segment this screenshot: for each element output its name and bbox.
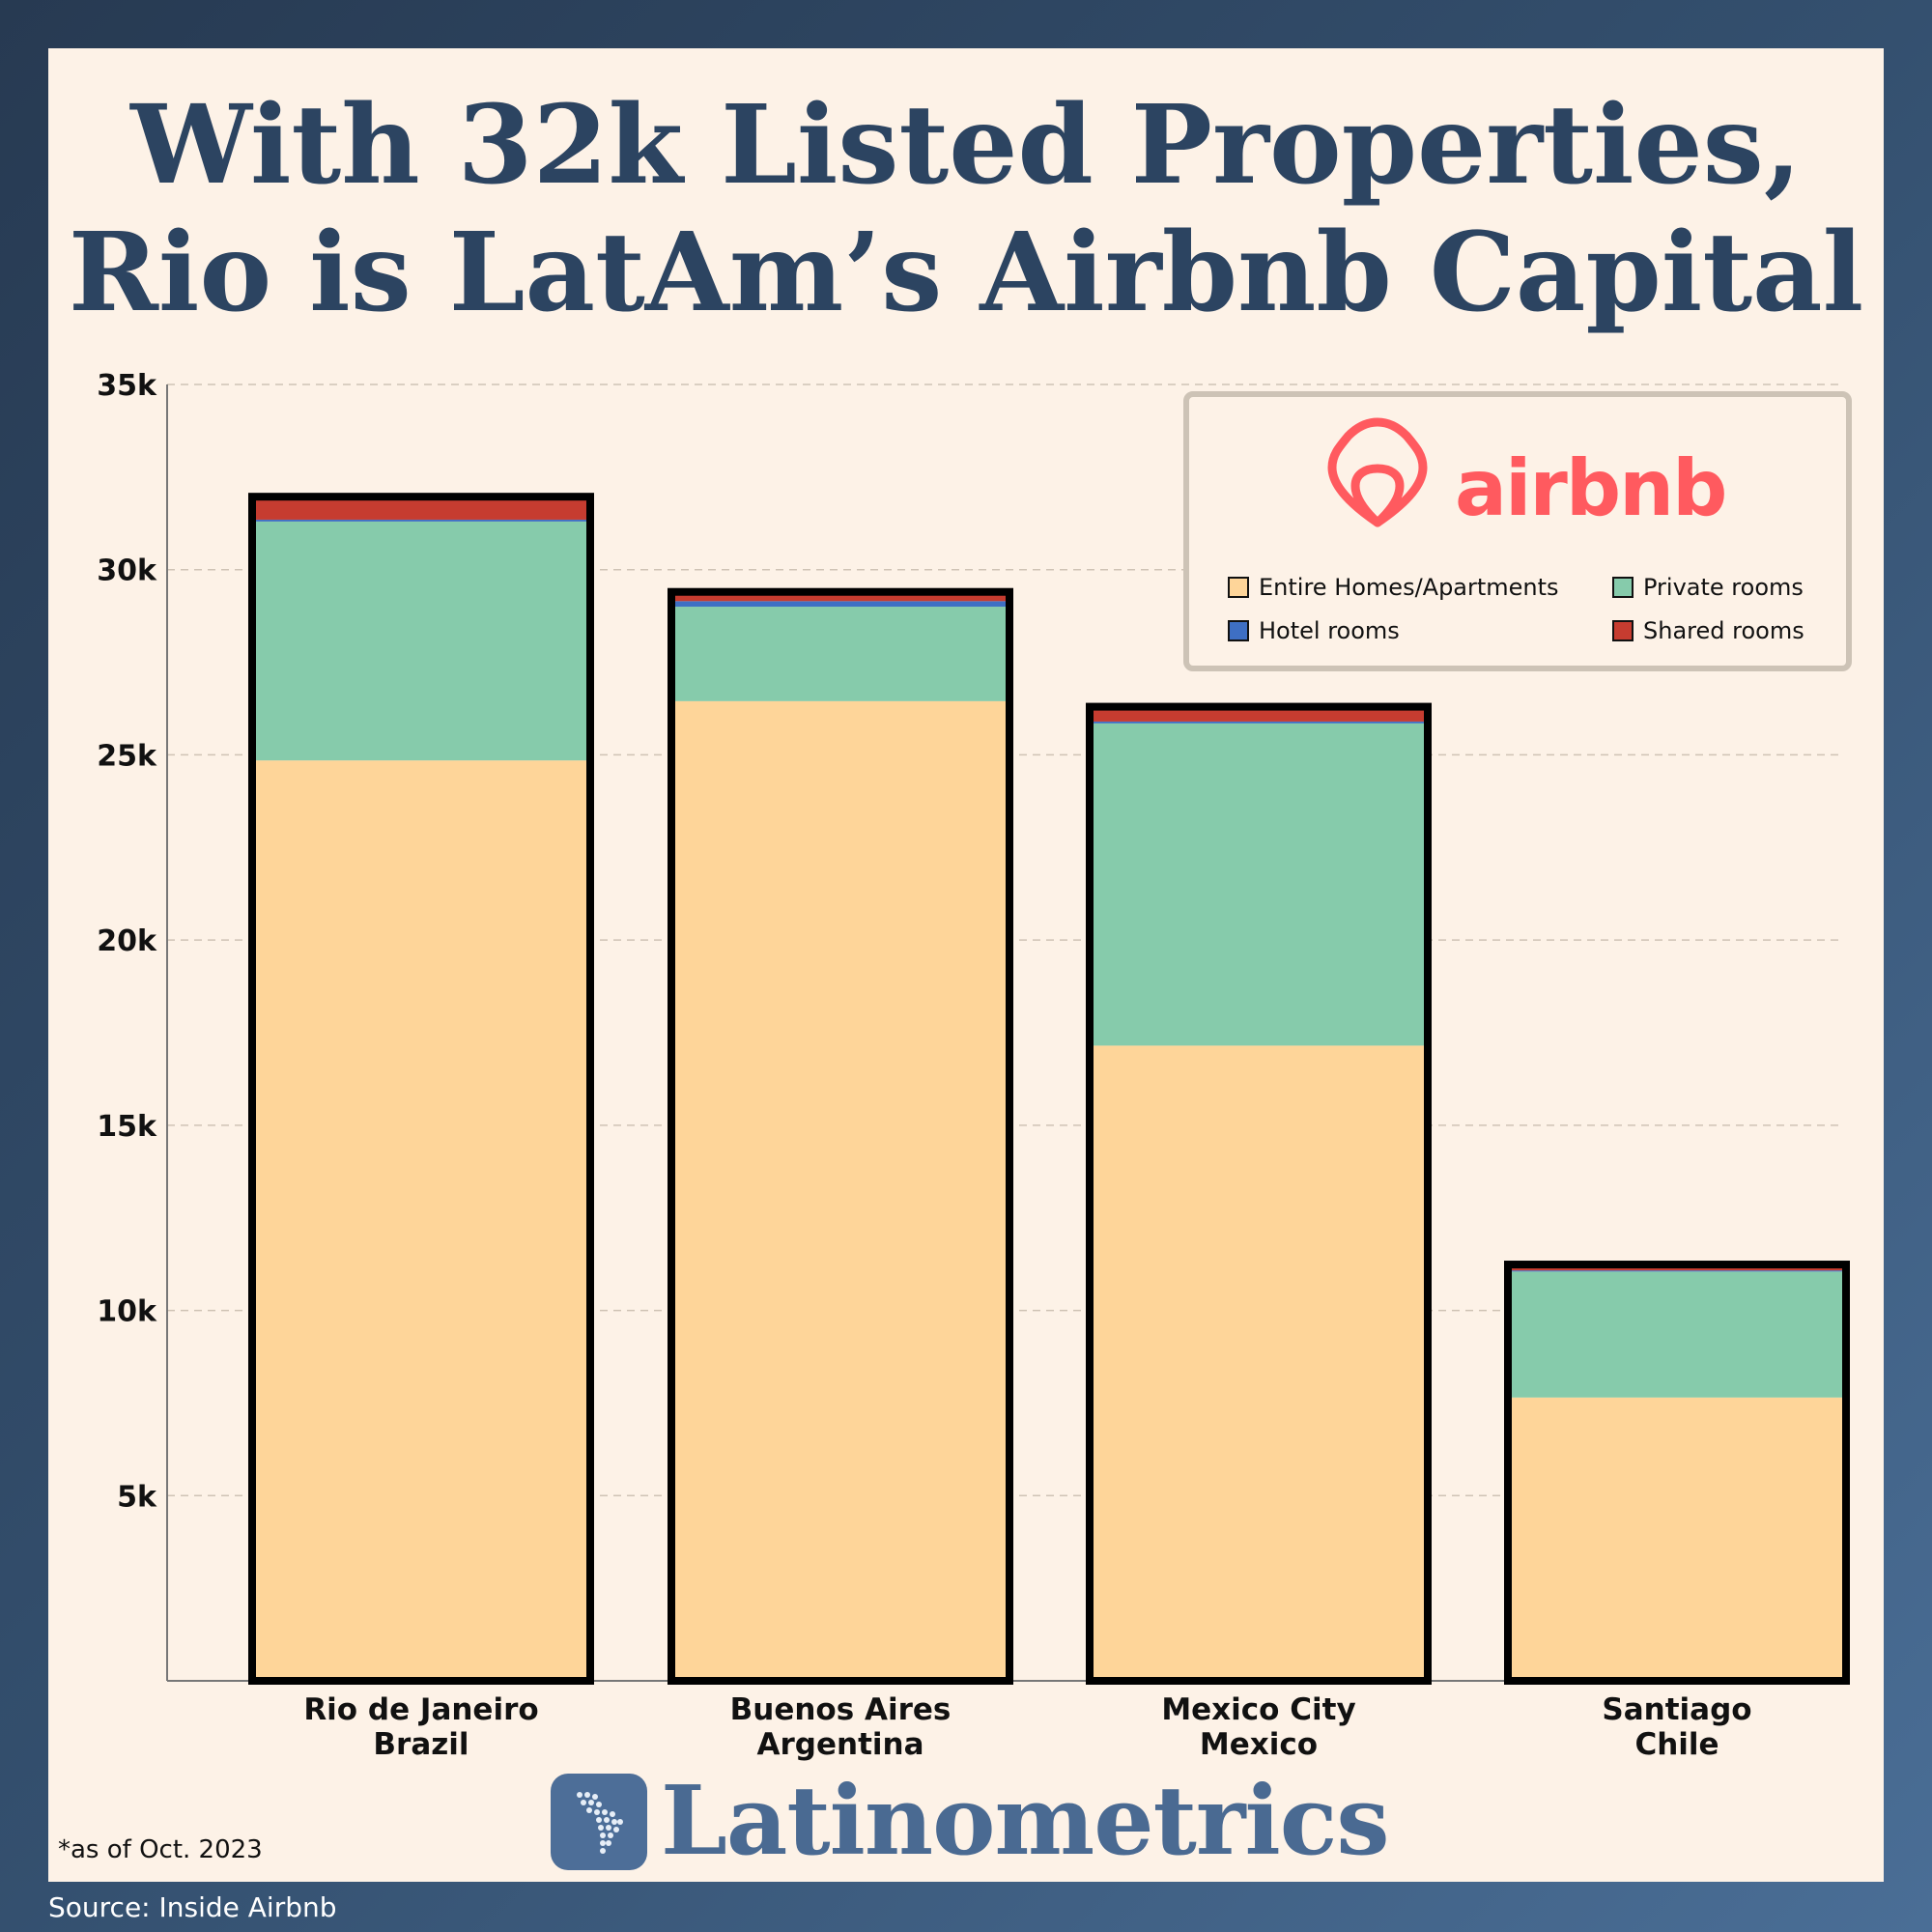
y-tick-label: 20k	[97, 924, 157, 958]
x-category-label: Mexico City	[1161, 1692, 1355, 1727]
legend-item-private-rooms: Private rooms	[1612, 574, 1804, 601]
bar-segment-hotel-rooms	[671, 601, 1009, 608]
bar-segment-hotel-rooms	[1508, 1270, 1846, 1272]
brand-name: Latinometrics	[661, 1766, 1390, 1877]
x-category-label: Rio de Janeiro	[303, 1692, 538, 1727]
bar-outline	[1504, 1261, 1850, 1685]
bar-segment-entire-homes-apartments	[671, 700, 1009, 1681]
legend-label: Shared rooms	[1643, 617, 1804, 644]
brand-logo: Latinometrics	[551, 1766, 1390, 1877]
source-credit: Source: Inside Airbnb	[48, 1891, 337, 1923]
bar-outline	[668, 587, 1013, 1685]
title-line-1: With 32k Listed Properties,	[130, 82, 1802, 209]
airbnb-belo-icon	[1327, 417, 1428, 527]
bar-segment-entire-homes-apartments	[1090, 1045, 1428, 1681]
x-category-label: Buenos Aires	[730, 1692, 952, 1727]
legend-swatch	[1228, 620, 1249, 641]
legend-swatch	[1228, 577, 1249, 598]
y-tick-label: 30k	[97, 554, 157, 588]
x-category-label: Santiago	[1602, 1692, 1751, 1727]
legend-swatch	[1612, 577, 1634, 598]
bar-segment-hotel-rooms	[252, 519, 590, 522]
legend: airbnb Entire Homes/Apartments Private r…	[1183, 391, 1852, 671]
bar-segment-private-rooms	[1090, 723, 1428, 1046]
footnote: *as of Oct. 2023	[58, 1835, 263, 1864]
bar-segment-hotel-rooms	[1090, 721, 1428, 724]
legend-item-shared-rooms: Shared rooms	[1612, 617, 1804, 644]
bar-segment-private-rooms	[1508, 1271, 1846, 1398]
bar-segment-shared-rooms	[252, 497, 590, 520]
bar-segment-private-rooms	[671, 607, 1009, 701]
x-category-label: Argentina	[757, 1727, 924, 1762]
x-category-label: Brazil	[373, 1727, 469, 1762]
legend-swatch	[1612, 620, 1634, 641]
y-tick-label: 10k	[97, 1295, 157, 1329]
bar-segment-entire-homes-apartments	[252, 760, 590, 1681]
latam-map-icon	[551, 1773, 647, 1870]
chart-title: With 32k Listed Properties, Rio is LatAm…	[0, 82, 1932, 337]
y-tick-label: 5k	[117, 1480, 157, 1514]
y-tick-label: 35k	[97, 369, 157, 403]
x-category-label: Mexico	[1200, 1727, 1318, 1762]
y-tick-label: 15k	[97, 1110, 157, 1144]
y-tick-label: 25k	[97, 739, 157, 773]
bar-segment-shared-rooms	[671, 591, 1009, 602]
airbnb-wordmark: airbnb	[1455, 443, 1727, 533]
legend-label: Private rooms	[1643, 574, 1804, 601]
bar-outline	[248, 493, 594, 1685]
bar-outline	[1086, 702, 1432, 1685]
legend-item-hotel-rooms: Hotel rooms	[1228, 617, 1400, 644]
legend-item-entire-homes: Entire Homes/Apartments	[1228, 574, 1559, 601]
title-line-2: Rio is LatAm’s Airbnb Capital	[68, 210, 1864, 336]
legend-label: Entire Homes/Apartments	[1259, 574, 1559, 601]
legend-label: Hotel rooms	[1259, 617, 1400, 644]
bar-segment-entire-homes-apartments	[1508, 1397, 1846, 1681]
bar-segment-private-rooms	[252, 521, 590, 761]
x-category-label: Chile	[1634, 1727, 1719, 1762]
